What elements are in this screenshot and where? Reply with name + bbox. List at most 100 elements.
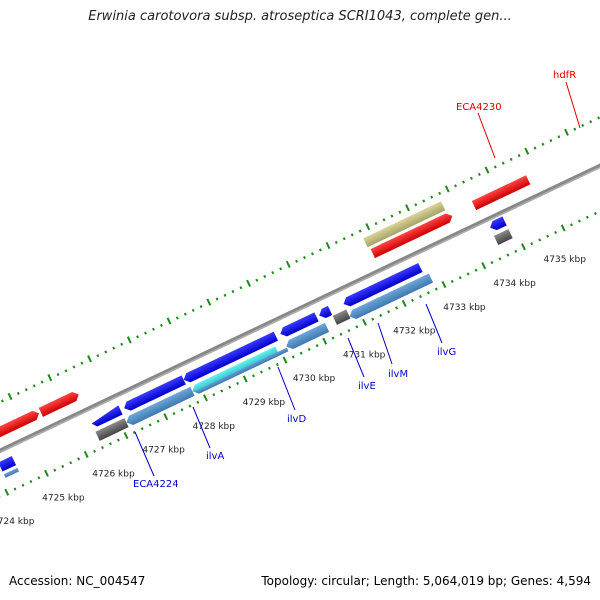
tick-mark: [315, 344, 319, 348]
tick-mark: [29, 479, 33, 484]
tick-mark: [530, 242, 534, 246]
tick-mark: [549, 138, 553, 143]
tick-mark: [466, 272, 470, 276]
tick-mark: [101, 445, 104, 450]
tick-mark: [166, 317, 172, 325]
tick-mark: [405, 204, 410, 212]
tick-mark: [246, 279, 251, 287]
tick-label: 4735 kbp: [544, 255, 587, 265]
tick-mark: [581, 123, 585, 127]
tick-mark: [77, 457, 81, 461]
reverse-gene-arrow: [0, 456, 17, 472]
tick-mark: [430, 195, 434, 199]
reverse-gene-steel: [3, 467, 20, 478]
tick-mark: [206, 298, 212, 306]
tick-label: 4733 kbp: [443, 303, 486, 313]
tick-mark: [242, 375, 248, 383]
tick-mark: [61, 464, 65, 468]
gene-label-ilvA: ilvA: [206, 451, 224, 462]
tick-mark: [271, 271, 275, 275]
tick-mark: [347, 328, 351, 333]
tick-mark: [371, 317, 375, 321]
tick-mark: [593, 211, 597, 216]
ECA4230-feature: [363, 201, 446, 248]
tick-mark: [331, 336, 335, 340]
tick-mark: [458, 276, 462, 280]
tick-mark: [379, 313, 383, 318]
tick-mark: [159, 323, 163, 328]
tick-mark: [419, 295, 422, 299]
tick-mark: [4, 488, 10, 496]
tick-label: 4732 kbp: [393, 327, 436, 337]
gene-label-ECA4230: ECA4230: [456, 102, 502, 113]
tick-mark: [7, 392, 13, 401]
tick-mark: [196, 400, 200, 404]
tick-mark: [37, 476, 41, 480]
tick-mark: [325, 241, 331, 250]
tick-mark: [303, 255, 306, 260]
tick-label: 4729 kbp: [243, 398, 286, 408]
tick-mark: [236, 381, 240, 385]
tick-mark: [87, 355, 92, 363]
tick-mark: [533, 146, 537, 150]
reverse-gene-arrow: [91, 405, 123, 427]
tick-mark: [578, 219, 581, 223]
tick-mark: [93, 449, 96, 453]
tick-mark: [493, 165, 497, 169]
tick-mark: [148, 423, 152, 427]
tick-mark: [80, 361, 84, 365]
reverse-gene-arrow: [280, 312, 319, 337]
tick-mark: [175, 316, 179, 320]
tick-mark: [199, 305, 203, 309]
tick-mark: [0, 495, 1, 499]
tick-mark: [524, 147, 530, 155]
tick-mark: [541, 142, 545, 146]
tick-label: 4734 kbp: [493, 279, 536, 289]
accession-text: Accession: NC_004547: [9, 574, 146, 588]
forward-gene-arrow: [370, 213, 453, 259]
tick-mark: [275, 362, 279, 367]
tick-mark: [538, 238, 542, 242]
tick-mark: [220, 389, 224, 393]
tick-mark: [40, 380, 44, 384]
tick-mark: [382, 218, 386, 222]
tick-labels: 4724 kbp 4725 kbp 4726 kbp 4727 kbp 4728 kbp…: [0, 255, 587, 527]
tick-mark: [398, 210, 402, 214]
tick-mark: [44, 469, 49, 477]
tick-label: 4731 kbp: [343, 350, 386, 360]
hdfR-gene-arrow: [471, 175, 531, 211]
tick-mark: [228, 385, 232, 389]
forward-gene-arrow: [0, 410, 40, 439]
tick-mark: [56, 372, 60, 377]
tick-mark: [144, 331, 147, 335]
tick-mark: [401, 299, 407, 308]
tick-mark: [560, 224, 566, 232]
gene-labels: hdfR ECA4230 ECA4224 ilvA ilvD ilvE ilvM…: [133, 70, 581, 490]
reverse-gene-arrow: [183, 331, 279, 383]
gene-label-ilvM: ilvM: [388, 369, 408, 380]
tick-mark: [260, 370, 263, 374]
tick-mark: [96, 354, 100, 358]
tick-mark: [514, 249, 518, 253]
tick-mark: [322, 337, 328, 345]
tick-mark: [203, 394, 208, 402]
tick-mark: [521, 243, 526, 251]
tick-mark: [374, 222, 378, 226]
tick-mark: [484, 166, 490, 174]
tick-mark: [474, 268, 478, 272]
tick-mark: [108, 442, 112, 446]
forward-gene-arrow: [38, 391, 79, 417]
tick-mark: [554, 230, 558, 234]
tick-mark: [498, 257, 502, 261]
tick-mark: [481, 262, 487, 270]
tick-mark: [390, 214, 394, 218]
tick-mark: [573, 127, 577, 131]
tick-mark: [188, 404, 192, 408]
tick-mark: [163, 413, 169, 421]
tick-mark: [444, 185, 450, 193]
tick-mark: [183, 312, 187, 316]
tick-mark: [454, 184, 457, 188]
tick-mark: [395, 306, 399, 310]
